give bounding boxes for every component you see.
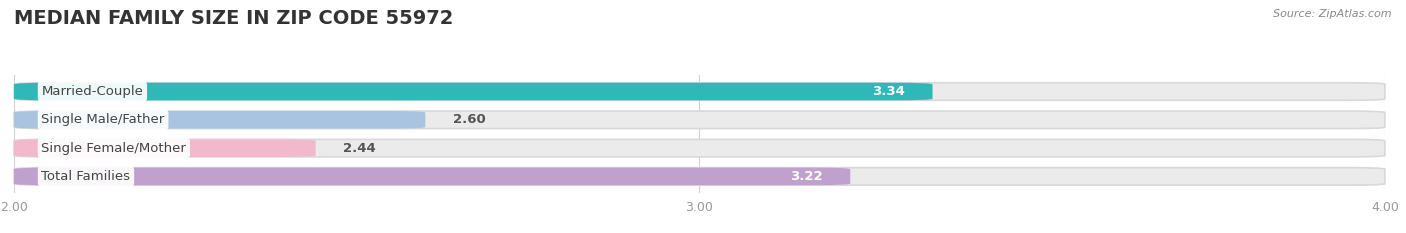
Text: 2.60: 2.60 xyxy=(453,113,485,126)
Text: Source: ZipAtlas.com: Source: ZipAtlas.com xyxy=(1274,9,1392,19)
FancyBboxPatch shape xyxy=(14,111,426,129)
Text: Married-Couple: Married-Couple xyxy=(41,85,143,98)
FancyBboxPatch shape xyxy=(14,83,1385,100)
Text: 2.44: 2.44 xyxy=(343,142,375,155)
Text: Total Families: Total Families xyxy=(41,170,131,183)
FancyBboxPatch shape xyxy=(14,83,932,100)
Text: Single Female/Mother: Single Female/Mother xyxy=(41,142,187,155)
FancyBboxPatch shape xyxy=(14,111,1385,129)
FancyBboxPatch shape xyxy=(14,139,315,157)
FancyBboxPatch shape xyxy=(14,168,851,185)
Text: 3.22: 3.22 xyxy=(790,170,823,183)
Text: 3.34: 3.34 xyxy=(872,85,905,98)
Text: MEDIAN FAMILY SIZE IN ZIP CODE 55972: MEDIAN FAMILY SIZE IN ZIP CODE 55972 xyxy=(14,9,453,28)
FancyBboxPatch shape xyxy=(14,168,1385,185)
FancyBboxPatch shape xyxy=(14,139,1385,157)
Text: Single Male/Father: Single Male/Father xyxy=(41,113,165,126)
